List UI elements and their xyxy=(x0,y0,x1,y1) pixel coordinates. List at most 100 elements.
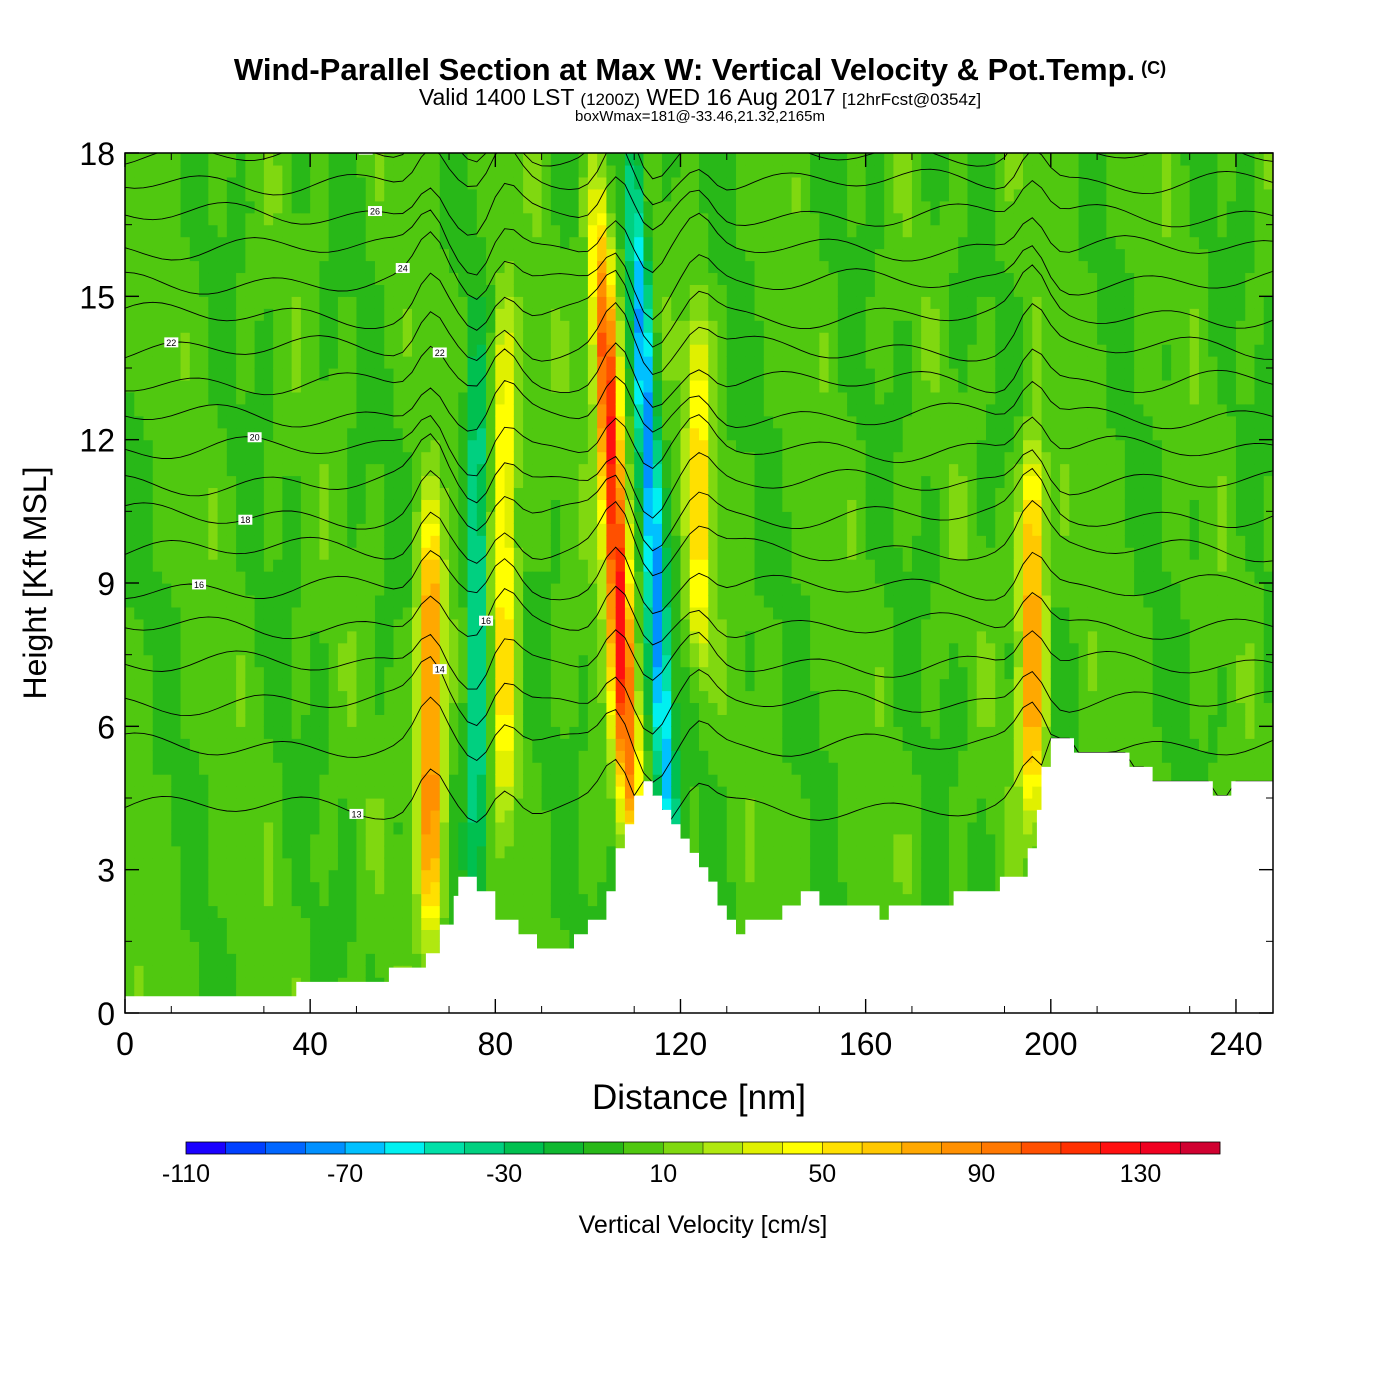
velocity-cell xyxy=(236,630,246,644)
velocity-cell xyxy=(634,738,645,751)
velocity-cell xyxy=(569,893,580,907)
velocity-cell xyxy=(282,176,293,190)
velocity-cell xyxy=(319,284,330,297)
velocity-cell xyxy=(458,391,469,405)
velocity-cell xyxy=(476,236,487,250)
velocity-cell xyxy=(208,439,219,453)
velocity-cell xyxy=(495,786,506,799)
velocity-cell xyxy=(365,905,376,919)
velocity-cell xyxy=(217,284,228,297)
velocity-cell xyxy=(162,153,172,166)
velocity-cell xyxy=(393,726,404,739)
velocity-cell xyxy=(347,583,358,596)
velocity-cell xyxy=(513,332,524,345)
velocity-cell xyxy=(504,320,515,333)
velocity-cell xyxy=(236,391,246,405)
velocity-cell xyxy=(671,427,682,441)
velocity-cell xyxy=(597,332,608,345)
velocity-cell xyxy=(319,260,330,274)
velocity-cell xyxy=(643,248,654,262)
velocity-cell xyxy=(134,547,145,560)
velocity-cell xyxy=(597,415,608,429)
velocity-cell xyxy=(143,702,154,715)
velocity-cell xyxy=(189,786,200,799)
velocity-cell xyxy=(402,702,413,715)
velocity-cell xyxy=(661,344,672,357)
velocity-cell xyxy=(513,320,524,333)
velocity-cell xyxy=(347,248,358,262)
velocity-cell xyxy=(310,427,321,441)
velocity-cell xyxy=(726,153,737,166)
velocity-cell xyxy=(736,260,746,274)
velocity-cell xyxy=(412,176,422,190)
velocity-cell xyxy=(291,929,302,942)
velocity-cell xyxy=(263,965,274,978)
velocity-cell xyxy=(495,176,506,190)
velocity-cell xyxy=(671,356,682,369)
velocity-cell xyxy=(569,427,580,441)
velocity-cell xyxy=(504,786,515,799)
velocity-cell xyxy=(263,857,274,871)
velocity-cell xyxy=(643,200,654,214)
velocity-cell xyxy=(356,559,367,572)
velocity-cell xyxy=(134,726,145,739)
velocity-cell xyxy=(476,666,487,680)
velocity-cell xyxy=(162,881,172,895)
velocity-cell xyxy=(412,833,422,847)
velocity-cell xyxy=(347,523,358,536)
velocity-cell xyxy=(699,475,709,489)
velocity-cell xyxy=(541,583,552,596)
velocity-cell xyxy=(393,523,404,536)
velocity-cell xyxy=(374,905,385,919)
velocity-cell xyxy=(736,845,746,859)
velocity-cell xyxy=(337,965,348,978)
velocity-cell xyxy=(402,368,413,381)
velocity-cell xyxy=(560,403,570,417)
velocity-cell xyxy=(356,881,367,895)
velocity-cell xyxy=(300,571,311,584)
velocity-cell xyxy=(143,594,154,608)
velocity-cell xyxy=(615,451,626,465)
velocity-cell xyxy=(615,403,626,417)
velocity-cell xyxy=(393,320,404,333)
velocity-cell xyxy=(365,344,376,357)
velocity-cell xyxy=(152,415,163,429)
velocity-cell xyxy=(162,308,172,321)
velocity-cell xyxy=(291,439,302,453)
velocity-cell xyxy=(550,248,561,262)
velocity-cell xyxy=(541,499,552,512)
velocity-cell xyxy=(523,857,533,871)
velocity-cell xyxy=(578,272,589,285)
velocity-cell xyxy=(745,356,756,369)
velocity-cell xyxy=(661,547,672,560)
velocity-cell xyxy=(282,296,293,309)
velocity-cell xyxy=(393,905,404,919)
velocity-cell xyxy=(152,690,163,704)
velocity-cell xyxy=(523,583,533,596)
velocity-cell xyxy=(199,176,209,190)
velocity-cell xyxy=(134,571,145,584)
velocity-cell xyxy=(745,439,756,453)
velocity-cell xyxy=(717,200,728,214)
velocity-cell xyxy=(171,762,182,775)
velocity-cell xyxy=(125,594,135,608)
velocity-cell xyxy=(421,296,432,309)
velocity-cell xyxy=(319,893,330,907)
velocity-cell xyxy=(384,571,395,584)
velocity-cell xyxy=(745,642,756,656)
velocity-cell xyxy=(458,750,469,763)
velocity-cell xyxy=(199,786,209,799)
velocity-cell xyxy=(384,917,395,930)
velocity-cell xyxy=(273,176,283,190)
velocity-cell xyxy=(319,726,330,739)
velocity-cell xyxy=(449,391,459,405)
velocity-cell xyxy=(560,833,570,847)
velocity-cell xyxy=(624,547,635,560)
velocity-cell xyxy=(504,606,515,620)
velocity-cell xyxy=(189,475,200,489)
velocity-cell xyxy=(412,845,422,859)
velocity-cell xyxy=(439,308,450,321)
velocity-cell xyxy=(412,320,422,333)
velocity-cell xyxy=(689,571,700,584)
velocity-cell xyxy=(745,344,756,357)
